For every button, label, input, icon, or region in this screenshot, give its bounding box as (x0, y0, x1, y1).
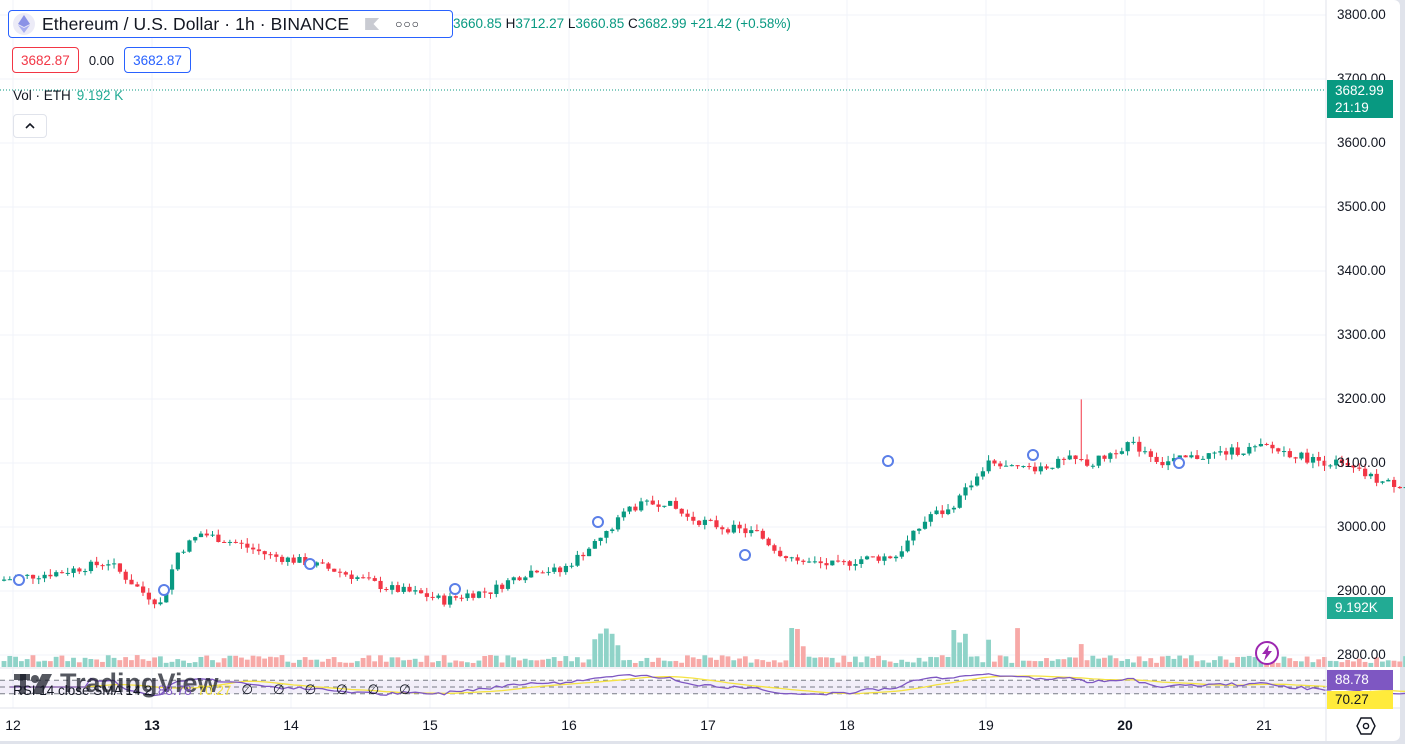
time-tick-label: 18 (839, 717, 855, 733)
tradingview-watermark: TradingView (14, 668, 219, 699)
symbol-legend[interactable]: Ethereum / U.S. Dollar · 1h · BINANCE ○○… (8, 10, 453, 38)
trade-buttons: 3682.87 0.00 3682.87 (12, 47, 191, 73)
high-value: 3712.27 (515, 16, 565, 31)
rsi-value-tag: 88.78 (1327, 670, 1393, 690)
chevron-up-icon (25, 122, 35, 129)
open-value: 3660.85 (453, 16, 502, 31)
rsi-na-values: ∅ ∅ ∅ ∅ ∅ ∅ (241, 682, 419, 697)
time-tick-label: 20 (1117, 717, 1133, 733)
close-value: 3682.99 (637, 16, 687, 31)
rsi-sma-value: 70.27 (197, 682, 232, 698)
tradingview-logo-icon (14, 672, 54, 696)
bar-countdown: 21:19 (1335, 100, 1369, 115)
rsi-value: 88.78 (157, 682, 192, 698)
time-tick-label: 16 (561, 717, 577, 733)
time-tick-label: 12 (5, 717, 21, 733)
flag-icon[interactable] (365, 18, 380, 30)
collapse-legend-button[interactable] (13, 114, 47, 138)
time-tick-label: 19 (978, 717, 994, 733)
time-tick-label: 15 (422, 717, 438, 733)
price-tick-label: 3400.00 (1337, 263, 1386, 278)
price-tick-label: 3500.00 (1337, 199, 1386, 214)
buy-button[interactable]: 3682.87 (124, 47, 191, 73)
rsi-label: RSI 14 close SMA 14 2 (13, 682, 152, 698)
price-tick-label: 2900.00 (1337, 583, 1386, 598)
price-tick-label: 2800.00 (1337, 647, 1386, 662)
flash-icon[interactable] (1254, 640, 1280, 666)
symbol-title: Ethereum / U.S. Dollar · 1h · BINANCE (42, 13, 350, 34)
time-tick-label: 14 (283, 717, 299, 733)
rsi-sma-tag: 70.27 (1327, 691, 1393, 709)
price-tick-label: 3800.00 (1337, 7, 1386, 22)
spread-value: 0.00 (88, 52, 115, 68)
more-dots-icon[interactable]: ○○○ (395, 17, 420, 31)
rsi-legend[interactable]: RSI 14 close SMA 14 2 88.78 70.27 ∅ ∅ ∅ … (13, 682, 419, 698)
time-tick-label: 17 (700, 717, 716, 733)
price-tick-label: 3600.00 (1337, 135, 1386, 150)
time-tick-label: 13 (144, 717, 160, 733)
change-value: +21.42 (+0.58%) (690, 16, 791, 31)
time-tick-label: 21 (1256, 717, 1272, 733)
gear-icon (1356, 717, 1376, 735)
volume-tag: 9.192K (1327, 597, 1393, 619)
low-value: 3660.85 (575, 16, 625, 31)
ethereum-icon (13, 13, 35, 35)
volume-value: 9.192 K (76, 88, 124, 103)
chart-settings-button[interactable] (1354, 715, 1378, 737)
price-tick-label: 3200.00 (1337, 391, 1386, 406)
price-tick-label: 3100.00 (1337, 455, 1386, 470)
price-tick-label: 3000.00 (1337, 519, 1386, 534)
volume-legend[interactable]: Vol · ETH 9.192 K (13, 88, 124, 103)
last-price-tag: 3682.99 21:19 (1327, 80, 1393, 118)
sell-button[interactable]: 3682.87 (12, 47, 79, 73)
price-tick-label: 3300.00 (1337, 327, 1386, 342)
ohlc-values: 3660.85 H3712.27 L3660.85 C3682.99 +21.4… (453, 16, 791, 31)
